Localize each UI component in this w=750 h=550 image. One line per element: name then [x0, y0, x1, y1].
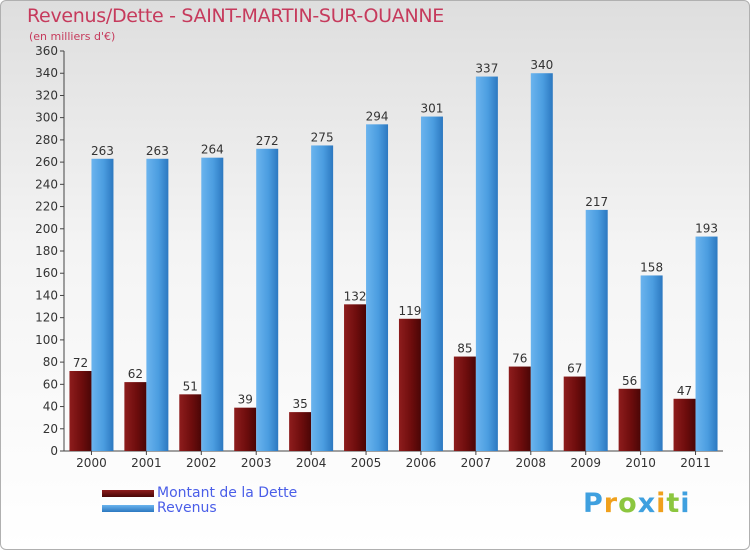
legend-label-revenus: Revenus	[157, 500, 217, 516]
bar-dette	[344, 304, 367, 451]
y-tick-label: 260	[35, 155, 58, 169]
x-tick-label: 2011	[680, 456, 711, 470]
x-tick-label: 2000	[76, 456, 107, 470]
bar-revenus	[146, 158, 169, 451]
x-tick-label: 2004	[296, 456, 327, 470]
data-label-revenus: 263	[146, 144, 169, 158]
data-label-dette: 85	[457, 342, 472, 356]
legend-swatch-debt	[102, 490, 154, 497]
bar-dette	[563, 376, 586, 451]
y-tick-label: 360	[35, 44, 58, 58]
bar-dette	[234, 407, 257, 451]
bar-dette	[508, 366, 531, 451]
y-tick-label: 80	[43, 355, 58, 369]
x-tick-label: 2002	[186, 456, 217, 470]
bar-revenus	[695, 236, 718, 451]
data-label-dette: 72	[73, 356, 88, 370]
data-label-revenus: 217	[585, 195, 608, 209]
data-label-dette: 56	[622, 374, 637, 388]
bar-revenus	[366, 124, 389, 451]
y-tick-label: 300	[35, 111, 58, 125]
y-tick-label: 100	[35, 333, 58, 347]
bar-dette	[398, 318, 421, 451]
chart-subtitle: (en milliers d'€)	[29, 30, 116, 43]
data-label-revenus: 272	[256, 134, 279, 148]
bar-dette	[124, 382, 147, 451]
y-tick-label: 140	[35, 288, 58, 302]
y-tick-label: 60	[43, 377, 58, 391]
data-label-revenus: 158	[640, 260, 663, 274]
data-label-revenus: 340	[530, 58, 553, 72]
data-label-dette: 47	[677, 384, 692, 398]
data-label-revenus: 294	[366, 109, 389, 123]
bar-revenus	[91, 158, 114, 451]
bar-revenus	[585, 209, 608, 451]
bar-dette	[69, 371, 92, 451]
data-label-dette: 119	[399, 304, 422, 318]
y-tick-label: 240	[35, 177, 58, 191]
bar-dette	[673, 398, 696, 451]
bar-revenus	[640, 275, 663, 451]
data-label-revenus: 193	[695, 222, 718, 236]
data-label-revenus: 337	[475, 62, 498, 76]
data-label-dette: 62	[128, 367, 143, 381]
data-label-revenus: 275	[311, 130, 334, 144]
x-tick-label: 2010	[625, 456, 656, 470]
y-tick-label: 280	[35, 133, 58, 147]
data-label-dette: 51	[183, 379, 198, 393]
data-label-revenus: 263	[91, 144, 114, 158]
y-tick-label: 200	[35, 222, 58, 236]
x-tick-label: 2006	[406, 456, 437, 470]
y-tick-label: 340	[35, 66, 58, 80]
proxiti-logo: Proxiti	[583, 488, 691, 519]
y-tick-label: 20	[43, 422, 58, 436]
x-tick-label: 2003	[241, 456, 272, 470]
y-tick-label: 120	[35, 311, 58, 325]
data-label-dette: 76	[512, 352, 527, 366]
bar-revenus	[256, 148, 279, 451]
x-tick-label: 2009	[570, 456, 601, 470]
y-tick-label: 320	[35, 88, 58, 102]
data-label-dette: 35	[292, 397, 307, 411]
bar-dette	[179, 394, 202, 451]
chart-title: Revenus/Dette - SAINT-MARTIN-SUR-OUANNE	[27, 5, 445, 27]
x-tick-label: 2005	[351, 456, 382, 470]
x-tick-label: 2001	[131, 456, 162, 470]
data-label-revenus: 264	[201, 143, 224, 157]
data-label-revenus: 301	[421, 102, 444, 116]
bar-dette	[453, 356, 476, 451]
x-tick-label: 2007	[461, 456, 492, 470]
bar-revenus	[311, 145, 334, 451]
data-label-dette: 132	[344, 289, 367, 303]
x-tick-label: 2008	[516, 456, 547, 470]
legend-swatch-revenus	[102, 505, 154, 512]
bar-revenus	[475, 76, 498, 452]
y-tick-label: 180	[35, 244, 58, 258]
y-tick-label: 220	[35, 200, 58, 214]
y-tick-label: 0	[50, 444, 58, 458]
data-label-dette: 39	[238, 393, 253, 407]
y-tick-label: 160	[35, 266, 58, 280]
legend-label-debt: Montant de la Dette	[157, 485, 298, 501]
bar-revenus	[201, 157, 224, 451]
data-label-dette: 67	[567, 362, 582, 376]
bar-dette	[618, 388, 641, 451]
y-tick-label: 40	[43, 400, 58, 414]
bar-dette	[289, 412, 312, 451]
bar-revenus	[530, 73, 553, 451]
bar-revenus	[420, 116, 443, 452]
